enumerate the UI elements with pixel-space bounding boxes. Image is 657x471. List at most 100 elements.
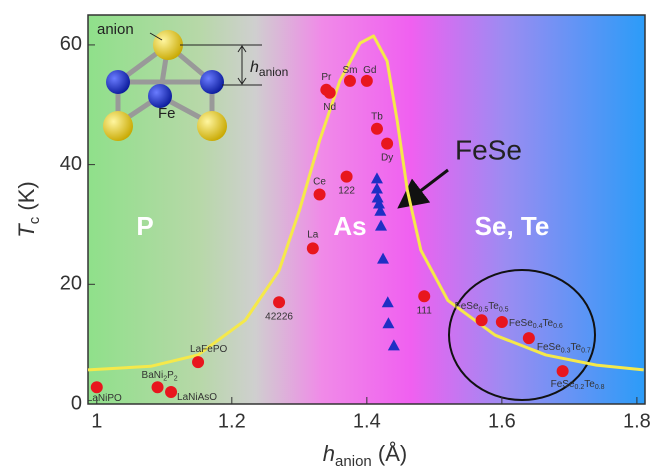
x-axis-label: hanion (Å) [323, 441, 407, 470]
annotation: P [136, 211, 153, 241]
point-label: Gd [363, 64, 376, 75]
annotation: Se, Te [475, 211, 550, 241]
point-label: FeSe0.2Te0.8 [551, 379, 605, 391]
point-label-part: Tb [371, 111, 383, 122]
annotation: FeSe [455, 134, 522, 165]
annotation: As [333, 211, 366, 241]
point-label-part: FeSe [551, 379, 575, 390]
data-point [192, 356, 205, 369]
inset-h-main: h [250, 59, 259, 76]
point-label: La [307, 229, 319, 240]
point-label-part: 0.5 [479, 306, 489, 313]
point-label-part: Sm [342, 64, 357, 75]
point-label-part: 0.5 [499, 306, 509, 313]
data-point [343, 74, 356, 87]
data-triangle [372, 197, 385, 209]
data-triangle [382, 317, 395, 329]
x-tick-label: 1.4 [353, 410, 381, 432]
point-label: Sm [342, 64, 357, 75]
data-triangle [374, 204, 387, 216]
data-point [522, 332, 535, 345]
inset-fe: Fe [158, 105, 176, 122]
y-axis-label-part: c [26, 216, 43, 224]
point-label-part: FeSe [537, 342, 561, 353]
data-triangle [377, 252, 390, 264]
data-triangle [370, 172, 383, 184]
point-label-part: 0.3 [561, 347, 571, 354]
data-point [90, 381, 103, 394]
data-point [323, 86, 336, 99]
point-label-part: LaFePO [190, 344, 227, 355]
x-tick-label: 1.2 [218, 410, 246, 432]
inset-h: hanion [250, 59, 288, 79]
point-label-part: 0.4 [533, 323, 543, 330]
data-point [418, 290, 431, 303]
point-label: 42226 [265, 311, 293, 322]
point-label-part: Nd [323, 101, 336, 112]
data-point [370, 122, 383, 135]
point-label-part: 2 [163, 375, 167, 382]
highlight-ellipse [448, 269, 596, 401]
x-axis-label-part: anion [335, 453, 372, 470]
data-point [495, 316, 508, 329]
point-label: Ce [313, 176, 326, 187]
point-label-part: 42226 [265, 311, 293, 322]
y-tick-label: 20 [60, 273, 82, 295]
point-label: Nd [323, 101, 336, 112]
point-label-part: 122 [338, 185, 355, 196]
inset-structure: anion Fe hanion [97, 21, 288, 141]
data-point [340, 170, 353, 183]
data-triangle [371, 191, 384, 203]
point-label-part: Te [543, 318, 554, 329]
point-label: BaNi2P2 [142, 370, 178, 382]
point-label: Dy [381, 152, 393, 163]
data-point [151, 381, 164, 394]
point-label-part: Pr [321, 71, 332, 82]
data-point [313, 188, 326, 201]
point-label-part: FeSe [455, 301, 479, 312]
point-label-part: Te [488, 301, 499, 312]
x-tick-label: 1 [91, 410, 102, 432]
point-label: LaNiPO [87, 393, 122, 404]
point-label: Pr [321, 71, 332, 82]
data-point [475, 314, 488, 327]
point-label-part: P [167, 370, 174, 381]
data-point [165, 386, 178, 399]
point-label-part: La [307, 229, 319, 240]
point-label-part: Gd [363, 64, 376, 75]
point-label-part: BaNi [142, 370, 164, 381]
point-label: LaNiAsO [177, 392, 217, 403]
data-point [381, 137, 394, 150]
point-label-part: Ce [313, 176, 326, 187]
point-label-part: Te [584, 379, 595, 390]
y-axis-label-part: T [14, 223, 39, 238]
y-axis-label-part: (K) [14, 181, 39, 216]
y-tick-label: 60 [60, 33, 82, 55]
y-tick-label: 0 [71, 392, 82, 414]
data-triangle [387, 339, 400, 351]
point-label-part: LaNiPO [87, 393, 122, 404]
inset-h-sub: anion [259, 65, 288, 79]
data-triangle [381, 296, 394, 308]
point-label: 111 [417, 305, 433, 316]
x-tick-label: 1.8 [623, 410, 651, 432]
x-axis-label-part: h [323, 441, 335, 466]
data-point [360, 74, 373, 87]
point-label: FeSe0.3Te0.7 [537, 342, 591, 354]
data-point [306, 242, 319, 255]
point-label-part: Dy [381, 152, 393, 163]
point-label-part: 0.7 [581, 347, 591, 354]
point-label-part: LaNiAsO [177, 392, 217, 403]
point-label-part: 111 [417, 305, 433, 316]
data-triangle [370, 182, 383, 194]
point-label-part: Te [571, 342, 582, 353]
data-triangle [375, 219, 388, 231]
point-label: LaFePO [190, 344, 227, 355]
data-point [273, 296, 286, 309]
point-label: FeSe0.5Te0.5 [455, 301, 509, 313]
point-label: Tb [371, 111, 383, 122]
point-label-part: 2 [174, 375, 178, 382]
point-label: FeSe0.4Te0.6 [509, 318, 563, 330]
y-axis-label: Tc (K) [14, 181, 43, 237]
